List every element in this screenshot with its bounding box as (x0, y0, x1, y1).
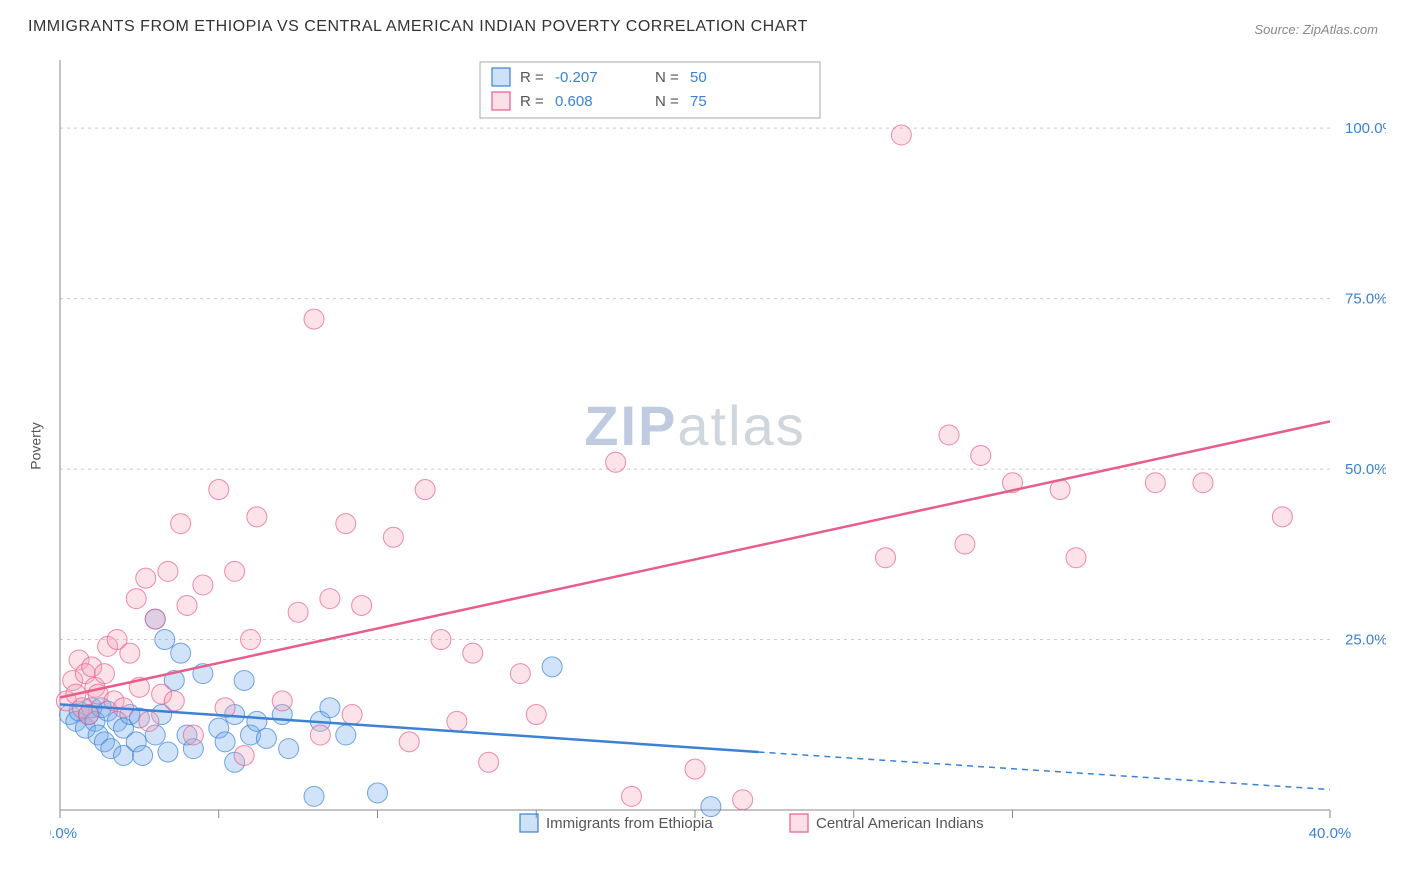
trend-line (60, 421, 1330, 697)
data-point (939, 425, 959, 445)
data-point (510, 664, 530, 684)
legend-swatch (492, 92, 510, 110)
source-name: ZipAtlas.com (1303, 22, 1378, 37)
data-point (288, 602, 308, 622)
data-point (955, 534, 975, 554)
legend-swatch (790, 814, 808, 832)
data-point (336, 725, 356, 745)
data-point (139, 711, 159, 731)
y-tick-label: 50.0% (1345, 461, 1386, 478)
data-point (225, 561, 245, 581)
data-point (247, 507, 267, 527)
data-point (279, 739, 299, 759)
data-point (876, 548, 896, 568)
data-point (133, 745, 153, 765)
stat-n-label: N = (655, 69, 679, 86)
data-point (94, 664, 114, 684)
stat-r-value: 0.608 (555, 93, 593, 110)
stat-n-value: 75 (690, 93, 707, 110)
legend-label: Immigrants from Ethiopia (546, 815, 713, 832)
y-axis-label: Poverty (28, 422, 44, 469)
data-point (177, 595, 197, 615)
data-point (256, 728, 276, 748)
legend-swatch (492, 68, 510, 86)
data-point (352, 595, 372, 615)
data-point (171, 643, 191, 663)
data-point (234, 670, 254, 690)
data-point (685, 759, 705, 779)
data-point (891, 125, 911, 145)
data-point (209, 480, 229, 500)
data-point (120, 643, 140, 663)
data-point (542, 657, 562, 677)
data-point (155, 630, 175, 650)
stat-n-value: 50 (690, 69, 707, 86)
data-point (241, 630, 261, 650)
data-point (479, 752, 499, 772)
data-point (701, 797, 721, 817)
data-point (606, 452, 626, 472)
stat-r-label: R = (520, 93, 544, 110)
data-point (733, 790, 753, 810)
data-point (971, 445, 991, 465)
data-point (368, 783, 388, 803)
y-tick-label: 25.0% (1345, 632, 1386, 649)
data-point (320, 698, 340, 718)
x-tick-label: 40.0% (1309, 825, 1352, 842)
data-point (310, 725, 330, 745)
data-point (145, 609, 165, 629)
data-point (158, 742, 178, 762)
data-point (336, 514, 356, 534)
watermark: ZIPatlas (584, 394, 805, 457)
data-point (415, 480, 435, 500)
data-point (193, 575, 213, 595)
data-point (171, 514, 191, 534)
data-point (320, 589, 340, 609)
data-point (526, 705, 546, 725)
data-point (164, 691, 184, 711)
data-point (272, 691, 292, 711)
data-point (234, 745, 254, 765)
source-label: Source: (1254, 22, 1302, 37)
data-point (622, 786, 642, 806)
trend-line-extension (759, 752, 1331, 790)
data-point (304, 309, 324, 329)
data-point (215, 732, 235, 752)
data-point (1193, 473, 1213, 493)
y-tick-label: 100.0% (1345, 120, 1386, 137)
source-attribution: Source: ZipAtlas.com (1254, 22, 1378, 37)
data-point (1145, 473, 1165, 493)
data-point (342, 705, 362, 725)
data-point (136, 568, 156, 588)
stat-n-label: N = (655, 93, 679, 110)
data-point (383, 527, 403, 547)
y-tick-label: 75.0% (1345, 291, 1386, 308)
data-point (431, 630, 451, 650)
data-point (399, 732, 419, 752)
legend-swatch (520, 814, 538, 832)
data-point (1272, 507, 1292, 527)
data-point (463, 643, 483, 663)
data-point (447, 711, 467, 731)
data-point (126, 589, 146, 609)
data-point (1066, 548, 1086, 568)
chart-container: ZIPatlas 25.0% 50.0% 75.0% 100.0% 0.0% 40.0% R … (50, 50, 1386, 842)
x-tick-label: 0.0% (50, 825, 77, 842)
legend-label: Central American Indians (816, 815, 984, 832)
stat-r-label: R = (520, 69, 544, 86)
scatter-chart: ZIPatlas 25.0% 50.0% 75.0% 100.0% 0.0% 40.0% R … (50, 50, 1386, 842)
data-point (158, 561, 178, 581)
stat-r-value: -0.207 (555, 69, 598, 86)
chart-title: IMMIGRANTS FROM ETHIOPIA VS CENTRAL AMER… (28, 18, 808, 36)
data-point (304, 786, 324, 806)
data-point (183, 725, 203, 745)
